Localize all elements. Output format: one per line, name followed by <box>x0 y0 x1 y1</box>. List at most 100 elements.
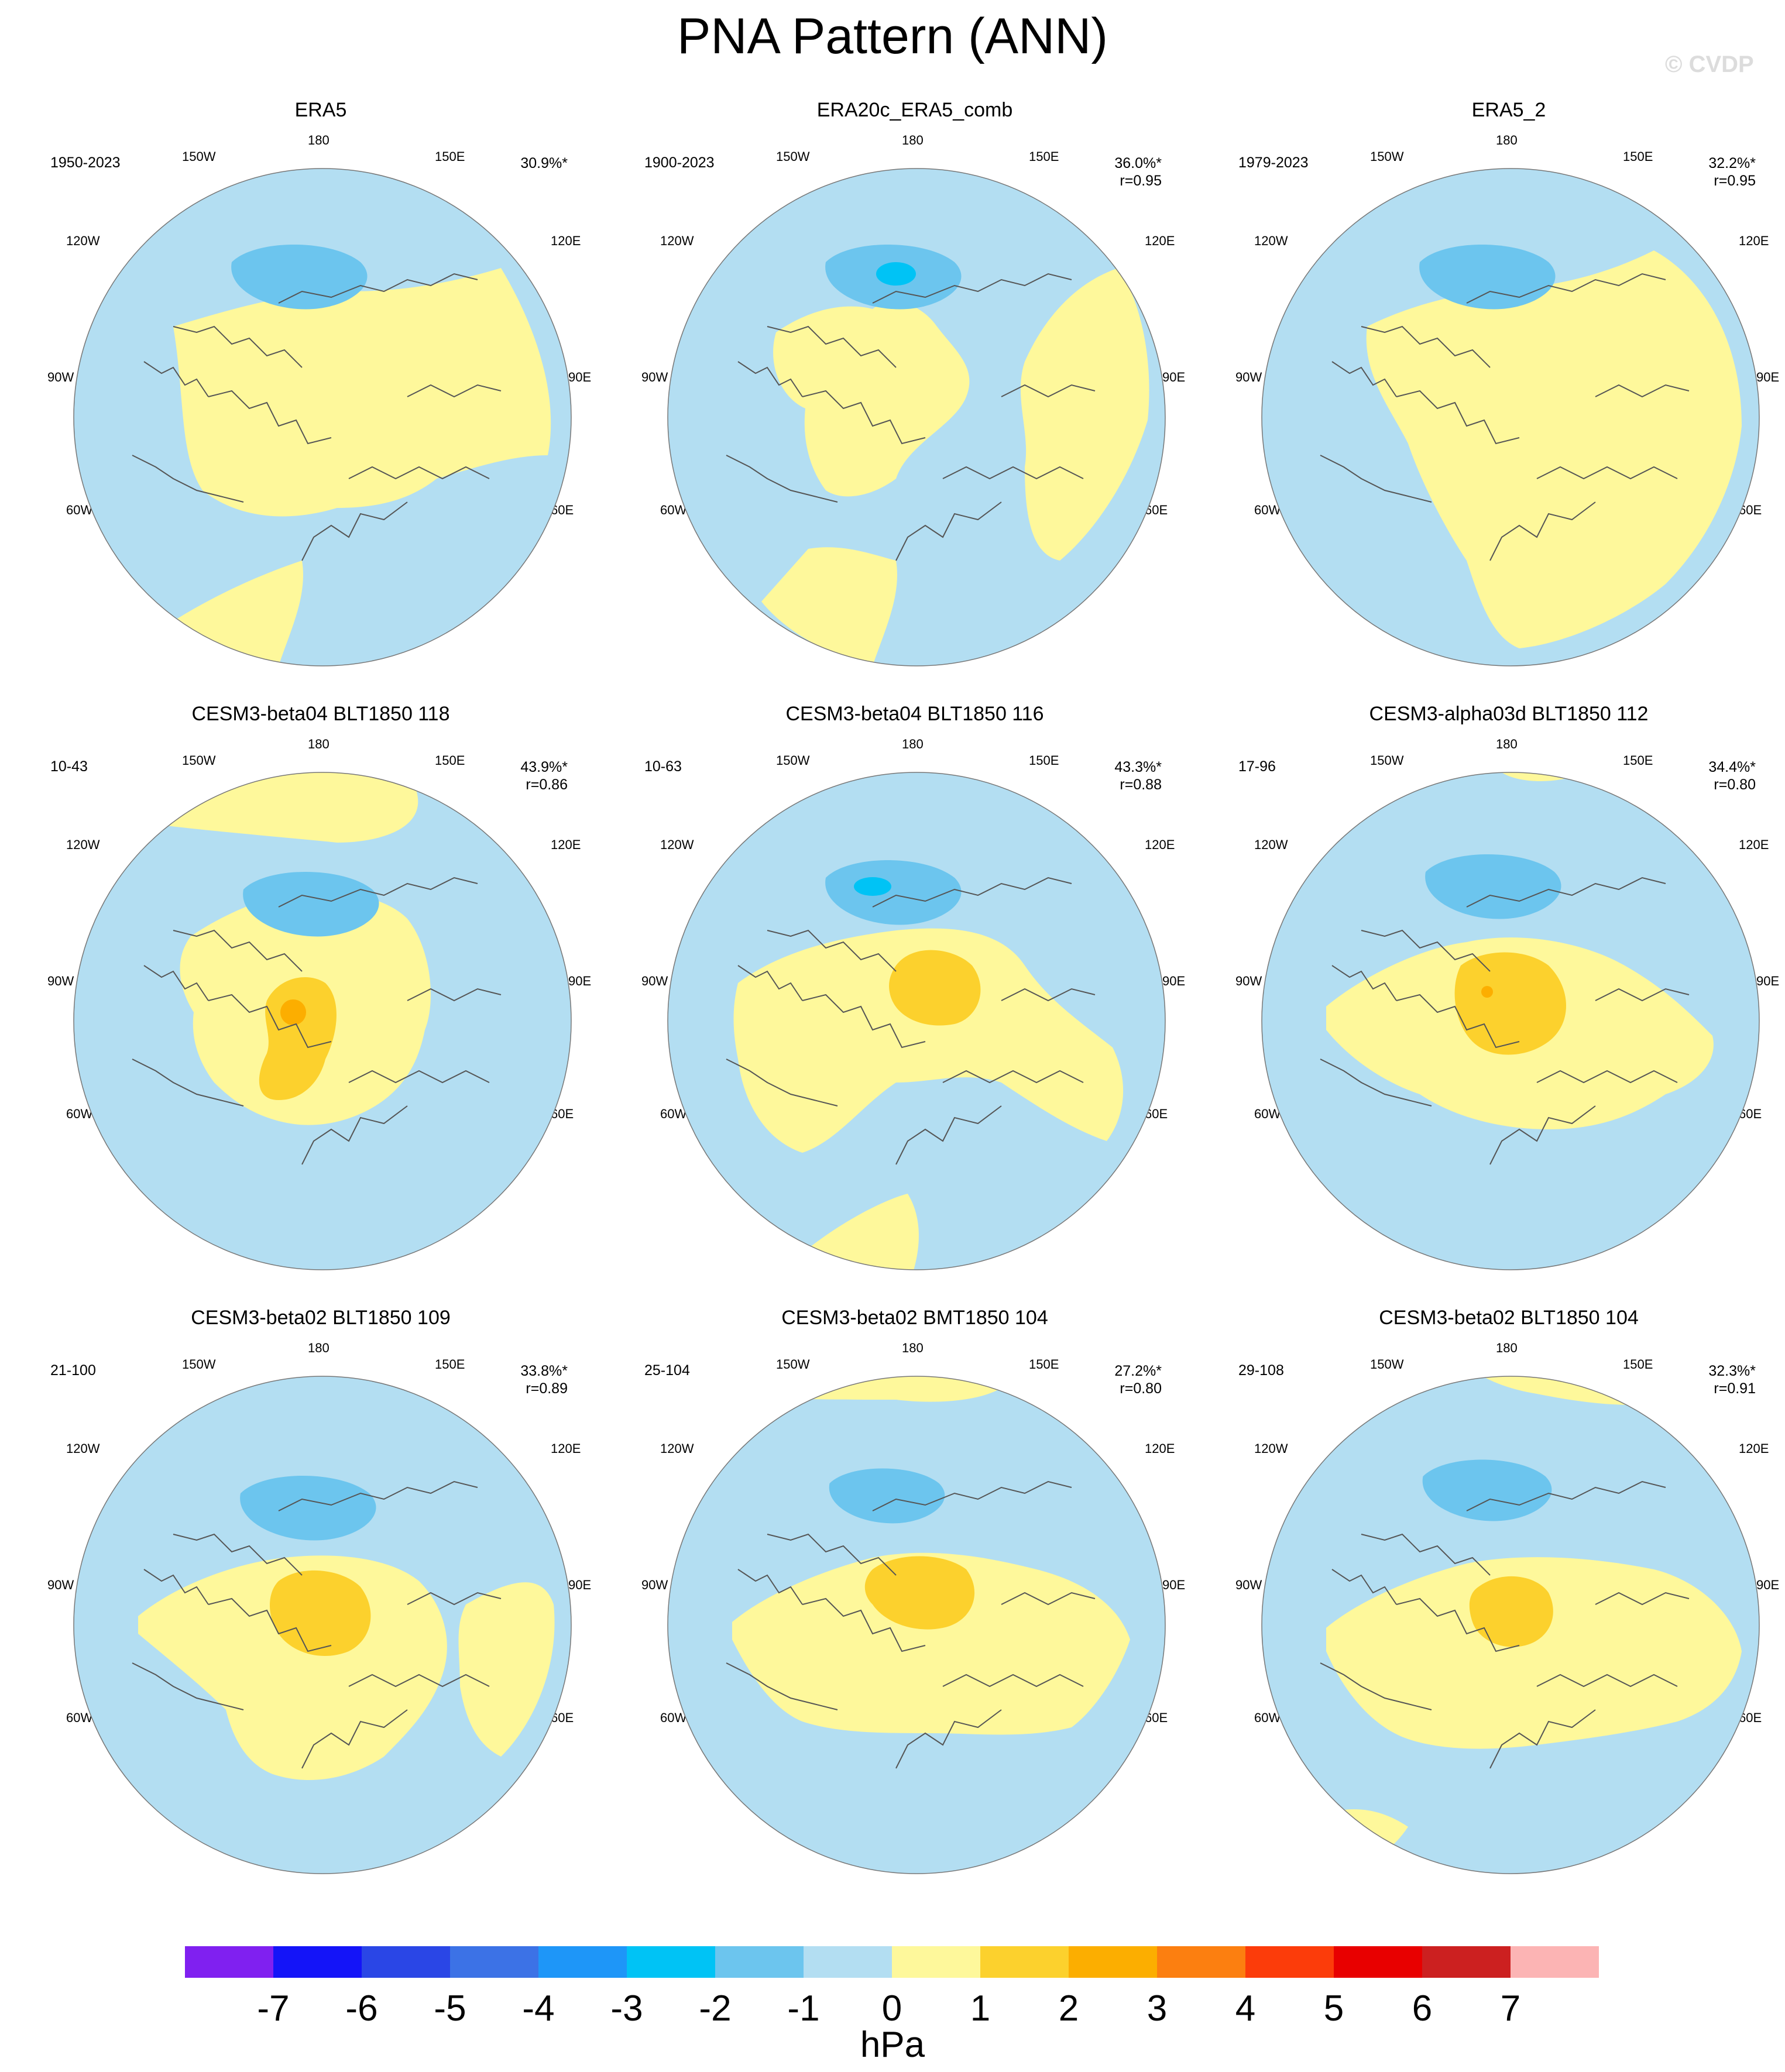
coastline <box>208 1597 332 1652</box>
longitude-label-nnw: 150W <box>1370 1357 1404 1372</box>
positive-anomaly-region <box>1291 1809 1408 1867</box>
panel-title: ERA20c_ERA5_comb <box>816 99 1013 121</box>
longitude-label-wnw: 120W <box>660 837 694 852</box>
longitude-label-wnw: 120W <box>66 1441 100 1456</box>
coastline <box>132 1662 244 1710</box>
longitude-label-w: 90W <box>641 370 668 384</box>
panel-title: CESM3-beta02 BLT1850 109 <box>191 1307 451 1329</box>
panel-pattern-correlation: r=0.95 <box>1714 173 1756 189</box>
coastline <box>737 361 803 397</box>
polar-map <box>667 168 1166 666</box>
map-panel: ERA5_2 1979-2023 32.2%* r=0.95 180 150W 120W 90… <box>1216 98 1785 707</box>
coastline <box>301 1709 408 1769</box>
colorbar-tick-label: 6 <box>1412 1988 1433 2029</box>
coastline <box>1536 466 1678 480</box>
coastline <box>1536 1674 1678 1688</box>
longitude-label-n: 180 <box>308 737 329 751</box>
coastline <box>278 1480 478 1511</box>
positive-anomaly-region <box>173 268 551 517</box>
longitude-label-wsw: 60W <box>66 503 93 517</box>
colorbar-swatch <box>980 1946 1069 1978</box>
strong-low-anomaly <box>876 262 916 286</box>
panel-years: 10-63 <box>644 758 682 775</box>
map-boundary <box>667 772 1166 1270</box>
longitude-label-nne: 150E <box>1029 149 1059 164</box>
coastline <box>1466 1480 1666 1511</box>
pacific-low-anomaly <box>829 1468 945 1524</box>
longitude-label-w: 90W <box>1235 370 1262 384</box>
panel-variance-pct: 43.3%* <box>1114 759 1162 775</box>
colorbar-tick-label: -1 <box>787 1988 820 2029</box>
longitude-label-nne: 150E <box>1029 1357 1059 1372</box>
colorbar-tick-label: -3 <box>610 1988 643 2029</box>
panel-pattern-correlation: r=0.80 <box>1714 776 1756 793</box>
longitude-label-nnw: 150W <box>776 1357 810 1372</box>
panel-pattern-correlation: r=0.89 <box>526 1380 568 1397</box>
colorbar-swatch <box>1422 1946 1511 1978</box>
coastline <box>726 1662 838 1710</box>
map-panel: ERA20c_ERA5_comb 1900-2023 36.0%* r=0.95 180… <box>622 98 1207 707</box>
coastline <box>1320 1059 1432 1107</box>
polar-map <box>73 1376 572 1874</box>
longitude-label-nne: 150E <box>1623 149 1653 164</box>
panel-pattern-correlation: r=0.86 <box>526 776 568 793</box>
coastline <box>407 1592 502 1606</box>
coastline <box>208 390 332 445</box>
panel-title: CESM3-beta04 BLT1850 116 <box>785 703 1044 725</box>
longitude-label-wsw: 60W <box>66 1107 93 1121</box>
coastline <box>942 1070 1084 1084</box>
colorbar-tick-label: -4 <box>522 1988 555 2029</box>
map-boundary <box>1261 772 1760 1270</box>
panel-years: 1900-2023 <box>644 154 715 171</box>
longitude-label-ene: 120E <box>1145 1441 1175 1456</box>
colorbar-swatch <box>185 1946 273 1978</box>
coastline <box>208 994 332 1049</box>
longitude-label-e: 90E <box>568 370 592 384</box>
coastline <box>1489 501 1596 561</box>
longitude-label-n: 180 <box>1496 133 1518 147</box>
panel-years: 25-104 <box>644 1362 690 1379</box>
panel-years: 17-96 <box>1238 758 1276 775</box>
pacific-low-anomaly <box>1422 1459 1552 1521</box>
pacific-low-anomaly <box>1419 245 1556 310</box>
map-boundary <box>667 1376 1166 1874</box>
longitude-label-nnw: 150W <box>182 149 216 164</box>
coastline <box>143 965 209 1001</box>
longitude-label-nne: 150E <box>1029 753 1059 768</box>
polar-map <box>667 772 1166 1270</box>
longitude-label-nne: 150E <box>1623 753 1653 768</box>
positive-anomaly-region <box>733 928 1124 1153</box>
coastline <box>173 1533 303 1576</box>
coastline <box>942 466 1084 480</box>
colorbar-tick-label: -6 <box>345 1988 378 2029</box>
colorbar-swatch <box>892 1946 980 1978</box>
colorbar-tick-label: -5 <box>434 1988 466 2029</box>
polar-map <box>667 1376 1166 1874</box>
coastline <box>726 1059 838 1107</box>
coastline <box>767 929 897 972</box>
positive-anomaly-region <box>720 1376 1013 1402</box>
map-panel: CESM3-alpha03d BLT1850 112 17-96 34.4%* r=0… <box>1216 702 1785 1311</box>
colorbar-swatch <box>1334 1946 1422 1978</box>
cvdp-credit: © CVDP <box>1665 51 1754 77</box>
coastline <box>1331 361 1397 397</box>
colorbar-tick-label: 7 <box>1500 1988 1521 2029</box>
coastline <box>895 1709 1002 1769</box>
longitude-label-ene: 120E <box>1739 1441 1769 1456</box>
map-panel: CESM3-beta02 BLT1850 109 21-100 33.8%* r=0.… <box>28 1306 613 1915</box>
positive-anomaly-region <box>458 1582 555 1757</box>
panel-title: CESM3-beta04 BLT1850 118 <box>191 703 450 725</box>
longitude-label-nne: 150E <box>435 1357 465 1372</box>
longitude-label-wsw: 60W <box>66 1710 93 1725</box>
coastline <box>143 361 209 397</box>
panel-pattern-correlation: r=0.91 <box>1714 1380 1756 1397</box>
colorbar-swatch <box>1157 1946 1245 1978</box>
coastline <box>301 501 408 561</box>
longitude-label-e: 90E <box>1756 1578 1780 1592</box>
panel-title: CESM3-beta02 BMT1850 104 <box>781 1307 1048 1329</box>
longitude-label-wnw: 120W <box>660 1441 694 1456</box>
coastline <box>1320 1662 1432 1710</box>
high-anomaly-region <box>864 1556 975 1630</box>
longitude-label-nnw: 150W <box>776 753 810 768</box>
longitude-label-e: 90E <box>1162 370 1186 384</box>
